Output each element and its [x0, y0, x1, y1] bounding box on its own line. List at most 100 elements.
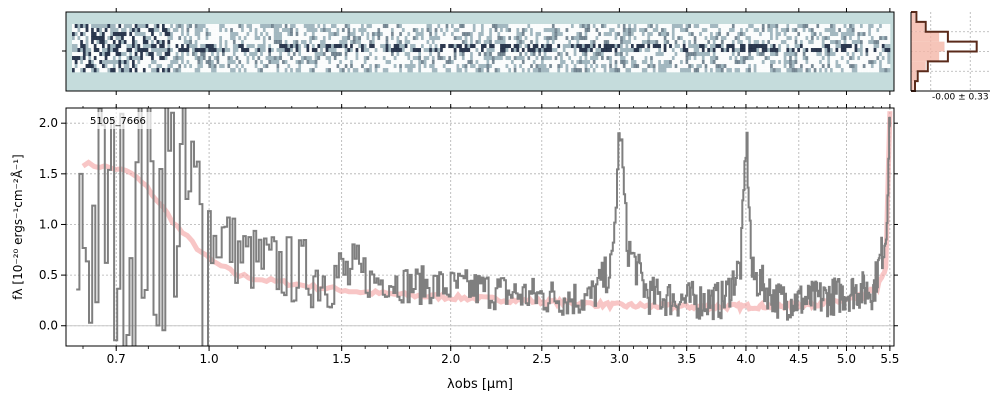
spectrum-2d-pixel [674, 36, 678, 41]
spectrum-2d-pixel [80, 64, 84, 69]
spectrum-2d-pixel [407, 52, 411, 57]
spectrum-2d-pixel [576, 36, 580, 41]
spectrum-2d-pixel [617, 64, 621, 69]
spectrum-2d-pixel [644, 68, 648, 73]
spectrum-2d-pixel [418, 32, 422, 37]
spectrum-2d-pixel [363, 60, 367, 65]
spectrum-2d-pixel [77, 32, 81, 37]
spectrum-2d-pixel [426, 60, 430, 65]
spectrum-2d-pixel [750, 36, 754, 41]
spectrum-2d-pixel [691, 24, 694, 29]
spectrum-2d-pixel [595, 40, 599, 45]
spectrum-2d-pixel [647, 68, 651, 73]
spectrum-2d-pixel [186, 60, 190, 65]
spectrum-2d-pixel [729, 68, 733, 73]
spectrum-2d-pixel [388, 48, 392, 53]
spectrum-2d-pixel [865, 32, 869, 37]
spectrum-2d-pixel [273, 24, 277, 29]
spectrum-2d-pixel [213, 44, 217, 49]
spectrum-2d-pixel [750, 48, 754, 53]
spectrum-2d-pixel [426, 48, 430, 53]
spectrum-2d-pixel [380, 68, 384, 73]
spectrum-2d-pixel [832, 28, 836, 33]
spectrum-2d-pixel [800, 44, 803, 49]
spectrum-2d-pixel [603, 44, 607, 49]
spectrum-2d-pixel [764, 36, 768, 41]
spectrum-2d-pixel [560, 24, 564, 29]
spectrum-2d-pixel [170, 48, 174, 53]
spectrum-2d-pixel [549, 68, 553, 73]
spectrum-2d-pixel [723, 52, 727, 57]
spectrum-2d-pixel [685, 40, 689, 45]
spectrum-2d-pixel [461, 28, 465, 33]
spectrum-2d-pixel [246, 32, 250, 37]
spectrum-2d-pixel [541, 68, 544, 73]
spectrum-2d-pixel [437, 28, 441, 33]
spectrum-2d-pixel [162, 40, 165, 45]
spectrum-2d-pixel [453, 28, 457, 33]
spectrum-2d-pixel [658, 32, 662, 37]
spectrum-2d-pixel [821, 28, 825, 33]
spectrum-2d-pixel [560, 32, 564, 37]
spectrum-2d-pixel [584, 64, 588, 69]
spectrum-2d-pixel [775, 48, 779, 53]
spectrum-2d-pixel [172, 32, 176, 37]
spectrum-2d-pixel [497, 44, 501, 49]
spectrum-2d-pixel [669, 64, 673, 69]
spectrum-2d-pixel [467, 52, 471, 57]
spectrum-2d-pixel [257, 36, 261, 41]
spectrum-2d-pixel [759, 52, 763, 57]
spectrum-2d-pixel [456, 64, 460, 69]
spectrum-2d-pixel [475, 28, 479, 33]
spectrum-2d-pixel [729, 36, 733, 41]
spectrum-2d-pixel [429, 60, 433, 65]
spectrum-2d-pixel [246, 36, 250, 41]
spectrum-2d-pixel [813, 24, 817, 29]
spectrum-2d-pixel [598, 56, 602, 61]
spectrum-2d-pixel [325, 44, 329, 49]
spectrum-2d-pixel [472, 28, 476, 33]
spectrum-2d-pixel [276, 68, 280, 73]
spectrum-2d-pixel [404, 40, 408, 45]
spectrum-2d-pixel [718, 32, 722, 37]
spectrum-2d-pixel [718, 52, 722, 57]
spectrum-2d-pixel [778, 68, 782, 73]
spectrum-2d-pixel [200, 64, 204, 69]
spectrum-2d-pixel [560, 48, 564, 53]
spectrum-2d-pixel [748, 32, 752, 37]
spectrum-2d-pixel [737, 64, 741, 69]
spectrum-2d-pixel [429, 56, 433, 61]
spectrum-2d-pixel [200, 44, 204, 49]
spectrum-2d-pixel [674, 24, 678, 29]
spectrum-2d-pixel [298, 60, 302, 65]
spectrum-2d-pixel [361, 60, 364, 65]
spectrum-2d-pixel [301, 40, 304, 45]
spectrum-2d-pixel [483, 28, 487, 33]
spectrum-2d-pixel [382, 24, 386, 29]
spectrum-2d-pixel [254, 28, 258, 33]
spectrum-2d-pixel [134, 44, 138, 49]
spectrum-2d-pixel [415, 40, 419, 45]
spectrum-2d-pixel [731, 24, 735, 29]
spectrum-2d-pixel [350, 52, 354, 57]
spectrum-2d-pixel [876, 64, 880, 69]
spectrum-2d-pixel [546, 36, 550, 41]
spectrum-2d-pixel [249, 28, 253, 33]
spectrum-2d-pixel [740, 52, 743, 57]
spectrum-2d-pixel [652, 32, 656, 37]
spectrum-2d-pixel [541, 44, 544, 49]
spectrum-2d-pixel [407, 44, 411, 49]
spectrum-2d-pixel [584, 28, 588, 33]
spectrum-2d-pixel [609, 56, 613, 61]
spectrum-2d-pixel [126, 28, 130, 33]
spectrum-2d-pixel [219, 24, 223, 29]
spectrum-2d-pixel [96, 40, 100, 45]
spectrum-2d-pixel [451, 32, 454, 37]
spectrum-2d-pixel [205, 52, 209, 57]
spectrum-2d-pixel [810, 56, 814, 61]
spectrum-2d-pixel [609, 40, 613, 45]
spectrum-2d-pixel [802, 68, 806, 73]
spectrum-2d-pixel [521, 28, 525, 33]
spectrum-2d-pixel [230, 52, 234, 57]
spectrum-2d-pixel [865, 64, 869, 69]
